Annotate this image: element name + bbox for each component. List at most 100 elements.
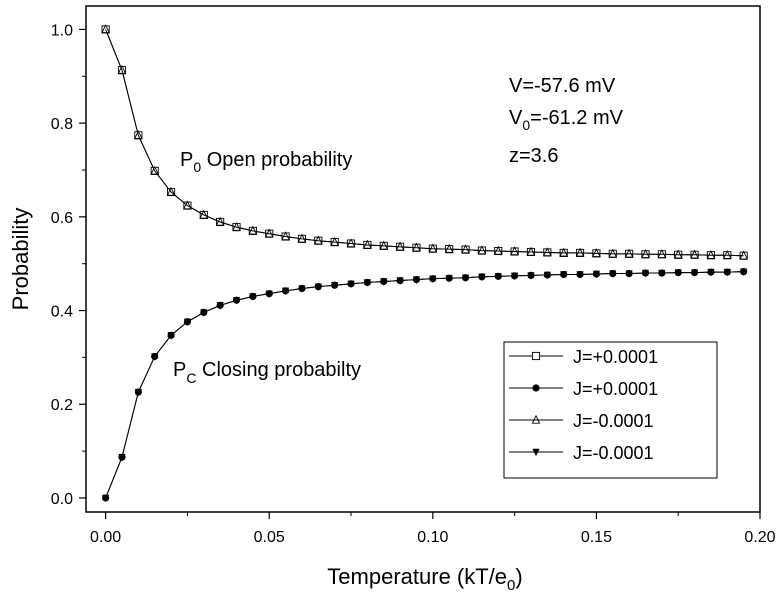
data-point: [330, 236, 339, 246]
data-point: [331, 282, 339, 290]
series-layer: [101, 24, 748, 503]
data-point: [641, 249, 650, 258]
series-line: [105, 29, 744, 257]
data-point: [216, 302, 224, 310]
y-axis-title: Probability: [8, 208, 33, 311]
series-line: [105, 271, 744, 499]
y-tick-label: 1.0: [51, 22, 73, 39]
data-point: [134, 388, 142, 397]
data-point: [297, 233, 307, 243]
data-point: [510, 246, 519, 256]
data-point: [673, 249, 683, 259]
x-axis-ticks: 0.00 0.05 0.10 0.15 0.20: [90, 512, 776, 546]
param-z: z=3.6: [509, 145, 558, 167]
data-point: [690, 269, 699, 277]
legend: J=+0.0001 J=+0.0001 J=-0.0001 J=-0.0001: [503, 341, 718, 479]
legend-label: J=-0.0001: [573, 443, 654, 463]
data-point: [200, 309, 208, 317]
legend-item: J=-0.0001: [509, 443, 654, 463]
param-voltage: V=-57.6 mV: [509, 75, 616, 97]
legend-marker: [531, 351, 541, 361]
x-tick-label: 0.05: [254, 529, 285, 546]
series-2: [101, 24, 748, 260]
data-point: [674, 269, 682, 277]
data-point: [281, 231, 290, 241]
data-point: [379, 240, 389, 250]
legend-item: J=-0.0001: [509, 411, 654, 431]
data-point: [444, 243, 454, 253]
data-point: [445, 275, 453, 283]
legend-marker: [532, 448, 540, 457]
data-point: [347, 280, 355, 289]
data-point: [363, 279, 371, 287]
data-point: [380, 278, 388, 286]
y-tick-label: 0.8: [51, 116, 73, 133]
data-point: [183, 200, 192, 210]
legend-items: J=+0.0001 J=+0.0001 J=-0.0001 J=-0.0001: [509, 347, 658, 463]
data-point: [722, 250, 732, 259]
data-point: [101, 24, 110, 34]
data-point: [395, 241, 405, 251]
data-point: [608, 248, 618, 258]
data-point: [543, 247, 552, 257]
data-point: [346, 238, 356, 248]
data-point: [576, 271, 584, 279]
data-point: [461, 244, 470, 254]
legend-label: J=-0.0001: [573, 411, 654, 431]
data-point: [657, 249, 667, 258]
data-point: [248, 225, 258, 235]
y-tick-label: 0.0: [51, 491, 73, 508]
closing-probability-label: PC Closing probabilty: [173, 359, 361, 386]
y-tick-label: 0.4: [51, 304, 73, 321]
data-point: [428, 243, 438, 253]
data-point: [183, 318, 192, 326]
data-point: [592, 248, 601, 258]
data-point: [134, 130, 143, 139]
y-tick-label: 0.6: [51, 210, 73, 227]
data-point: [298, 285, 306, 293]
data-point: [723, 268, 731, 277]
data-point: [592, 270, 601, 279]
data-point: [493, 245, 503, 255]
data-point: [151, 353, 159, 361]
data-point: [690, 249, 699, 259]
legend-item: J=+0.0001: [509, 347, 658, 367]
y-axis-ticks: 0.0 0.2 0.4 0.6 0.8 1.0: [51, 22, 86, 508]
data-point: [412, 242, 421, 252]
data-point: [560, 271, 568, 279]
data-point: [543, 271, 551, 280]
series-3: [102, 268, 748, 503]
data-point: [478, 273, 486, 282]
data-point: [429, 275, 437, 283]
data-point: [232, 297, 241, 305]
param-v0: V0=-61.2 mV: [509, 107, 624, 133]
legend-box: [503, 341, 718, 479]
data-point: [102, 494, 110, 503]
data-point: [117, 64, 127, 74]
data-point: [412, 276, 421, 284]
data-point: [739, 250, 748, 260]
data-point: [199, 209, 209, 219]
data-point: [313, 235, 323, 245]
data-point: [625, 270, 633, 278]
data-point: [167, 332, 175, 340]
data-point: [363, 239, 372, 249]
data-point: [641, 269, 650, 278]
data-point: [740, 268, 748, 276]
y-tick-label: 0.2: [51, 397, 73, 414]
data-point: [264, 228, 274, 238]
x-tick-label: 0.00: [90, 529, 121, 546]
legend-item: J=+0.0001: [509, 379, 658, 399]
data-point: [707, 268, 715, 277]
data-point: [477, 245, 487, 255]
data-point: [526, 246, 536, 256]
data-point: [249, 293, 257, 301]
data-point: [494, 273, 502, 281]
data-point: [396, 277, 404, 285]
x-axis-title: Temperature (kT/e0): [327, 564, 522, 594]
x-tick-label: 0.15: [581, 529, 612, 546]
data-point: [559, 247, 569, 257]
legend-marker: [532, 384, 540, 392]
data-point: [706, 250, 716, 259]
